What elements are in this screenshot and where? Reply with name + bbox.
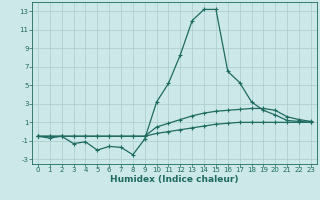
X-axis label: Humidex (Indice chaleur): Humidex (Indice chaleur) [110, 175, 239, 184]
